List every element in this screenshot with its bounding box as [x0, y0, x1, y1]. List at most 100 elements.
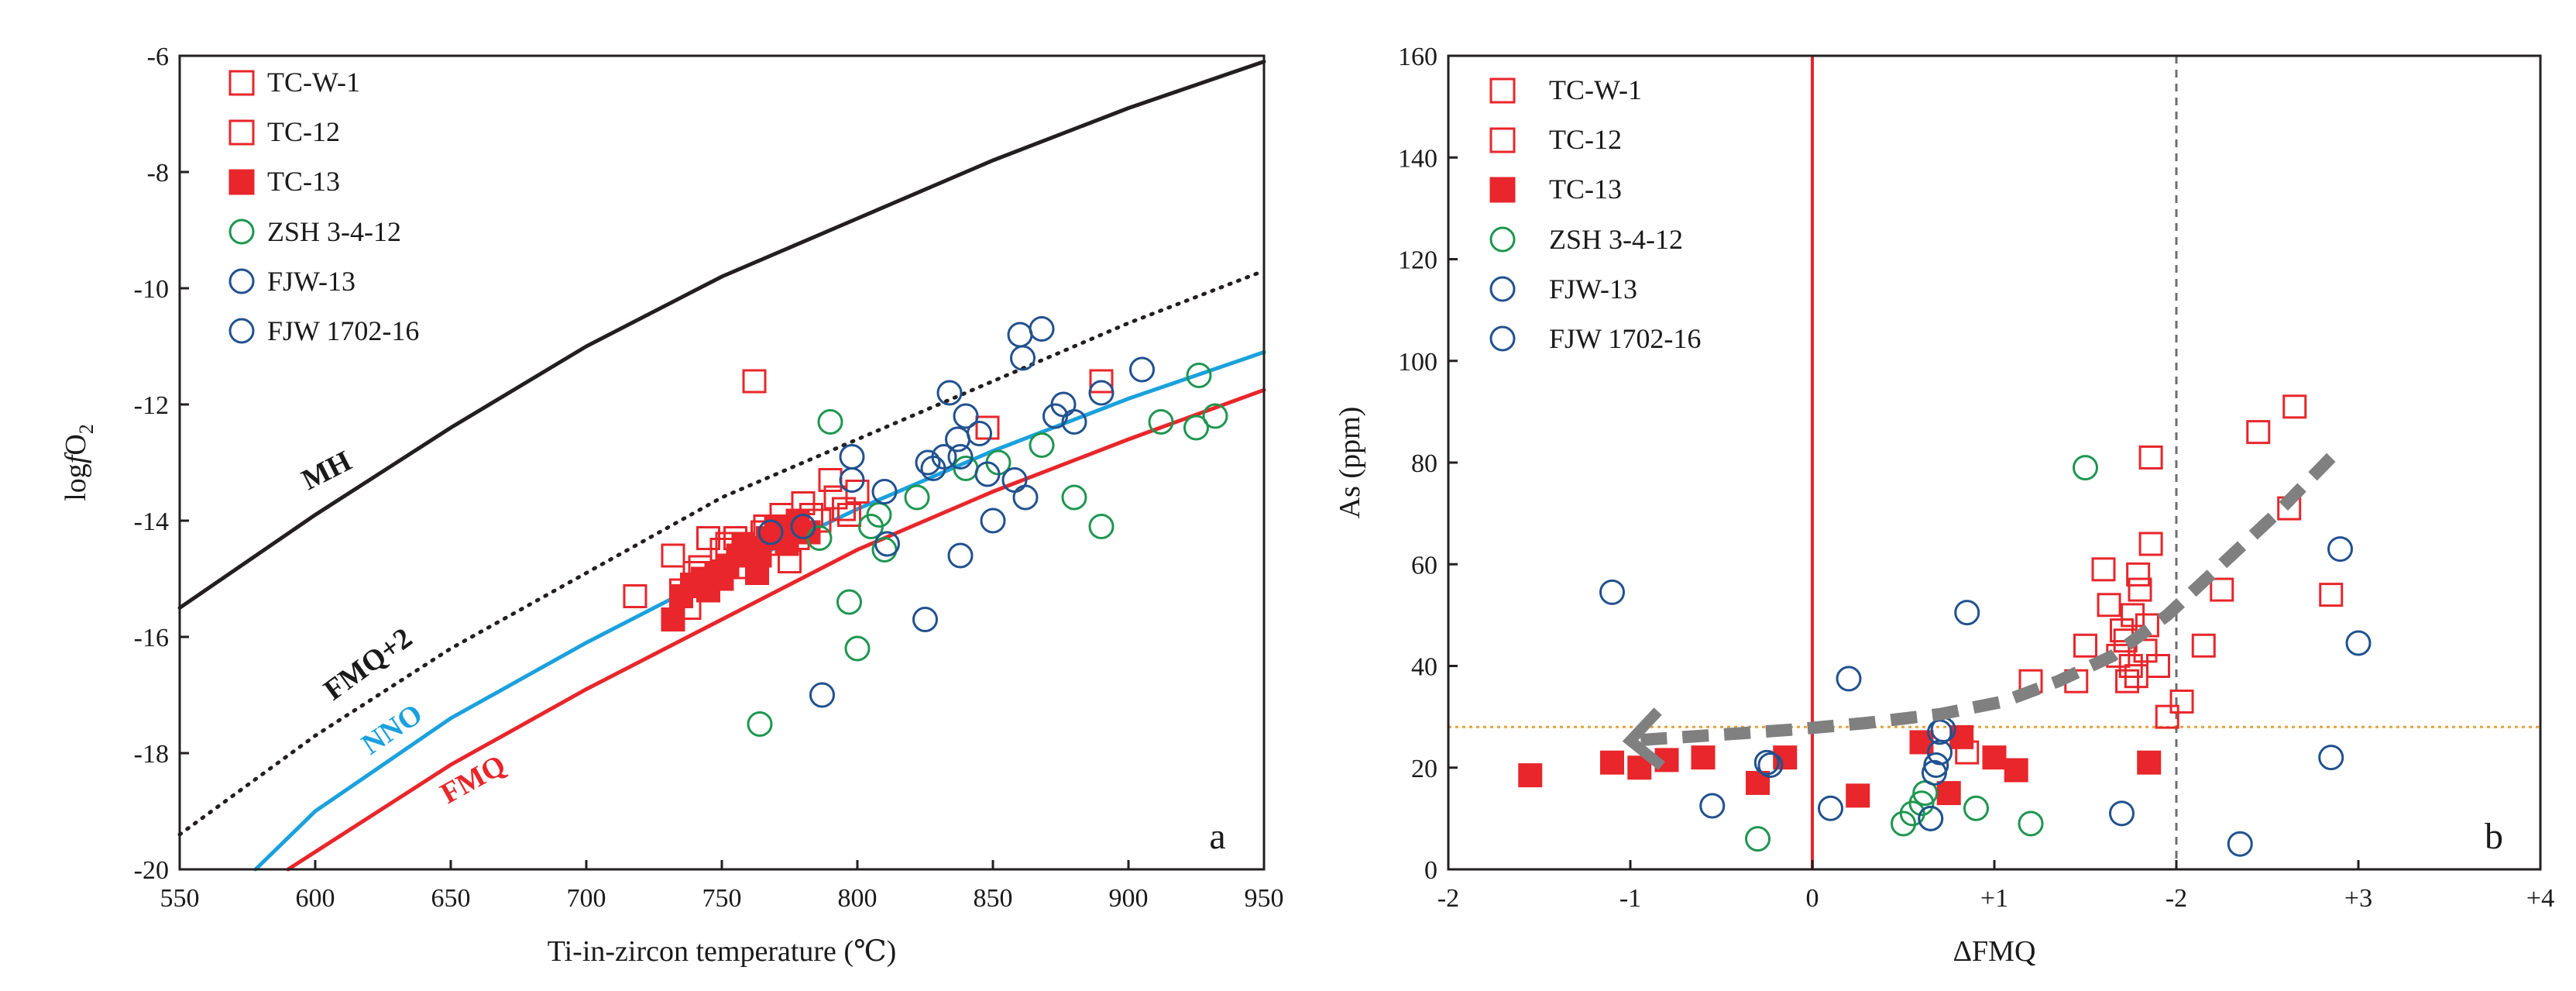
- legend-b-label-fjw1702: FJW 1702-16: [1549, 323, 1701, 354]
- legend-b-marker-fjw13: [1489, 276, 1516, 302]
- panel-a-point-fjw-1702-16: [974, 461, 1001, 487]
- panel-b-point-tc-13: [2137, 750, 2162, 775]
- panel-b-point-tc-13: [1936, 781, 1961, 806]
- panel-b-ticks: -2 -1 0 +1 -2 +3 +4 0 20 40 60 80 100 120 140 160: [1398, 43, 2554, 913]
- panel-a-point-fjw-1702-16: [947, 542, 974, 569]
- panel-a-point-zsh-3-4-12: [747, 711, 773, 737]
- panel-a-y-tick-label: -6: [147, 43, 169, 71]
- legend-b-marker-tc12: [1489, 127, 1516, 153]
- panel-a-data-points: [623, 316, 1228, 737]
- curve-fmq: [286, 387, 1266, 872]
- panel-a-point-zsh-3-4-12: [817, 409, 843, 435]
- panel-a-point-zsh-3-4-12: [1061, 484, 1087, 511]
- panel-a-point-tc-w-1: [742, 369, 767, 394]
- panel-a-point-zsh-3-4-12: [904, 484, 930, 511]
- panel-b-y-tick-label: 80: [1411, 449, 1437, 478]
- panel-a-point-fjw-13: [757, 519, 784, 545]
- legend-a-marker-fjw1702: [228, 318, 255, 344]
- panel-a-point-fjw-1702-16: [915, 449, 941, 476]
- panel-a-point-fjw-1702-16: [1010, 345, 1036, 371]
- panel-a-y-tick-label: -14: [134, 508, 169, 536]
- panel-a-point-zsh-3-4-12: [1029, 432, 1055, 458]
- panel-b-point-tc-w-1: [2138, 445, 2163, 470]
- panel-b-point-tc-w-1: [2282, 394, 2307, 419]
- panel-a-y-tick-label: -12: [134, 391, 169, 420]
- panel-a-x-tick-label: 800: [838, 884, 878, 913]
- panel-a-point-tc-w-1: [1089, 369, 1114, 394]
- panel-a-y-tick-label: -18: [134, 740, 169, 769]
- panel-a-y-axis-label: logfO2: [60, 424, 98, 501]
- panel-a-point-fjw-1702-16: [920, 456, 946, 481]
- panel-b-point-tc-w-1: [2097, 593, 2121, 618]
- trend-arrow-head-icon: [1622, 707, 1665, 771]
- panel-a-point-fjw-1702-16: [980, 508, 1006, 534]
- panel-b-point-tc-12: [2115, 669, 2140, 693]
- panel-a-x-tick-label: 550: [160, 884, 200, 913]
- panel-b-point-tc-w-1: [2138, 532, 2163, 556]
- panel-a-point-tc-13: [747, 543, 772, 568]
- panel-b-point-fjw-13: [2327, 536, 2353, 563]
- legend-b-label-fjw13: FJW-13: [1549, 274, 1637, 305]
- panel-a-point-zsh-3-4-12: [858, 514, 884, 539]
- panel-b-label: b: [2485, 816, 2503, 857]
- panel-b-x-tick-label: +4: [2526, 884, 2554, 913]
- panel-b-x-axis-label: ΔFMQ: [1953, 935, 2036, 968]
- panel-a-point-fjw-13: [1088, 380, 1115, 406]
- panel-b-legend: TC-W-1 TC-12 TC-13 ZSH 3-4-12 FJW-13 FJW…: [1489, 74, 1701, 354]
- panel-a-point-tc-w-1: [623, 584, 647, 608]
- panel-a-point-fjw-13: [936, 380, 963, 406]
- panel-a-point-fjw-1702-16: [839, 467, 865, 493]
- legend-a-label-fjw1702: FJW 1702-16: [267, 315, 419, 346]
- panel-a-x-tick-label: 700: [567, 884, 606, 913]
- panel-b-y-tick-label: 140: [1398, 144, 1437, 173]
- panel-b-point-fjw-13: [1918, 805, 1944, 831]
- panel-a-y-tick-label: -8: [147, 159, 169, 188]
- panel-a-point-tc-12: [837, 503, 861, 527]
- panel-b-point-fjw-13: [1954, 600, 1980, 626]
- panel-b-point-zsh-3-4-12: [1745, 826, 1771, 852]
- panel-b-point-tc-w-1: [2169, 689, 2194, 714]
- panel-a-point-fjw-1702-16: [871, 479, 898, 504]
- panel-b-point-tc-13: [1982, 745, 2007, 770]
- panel-b-point-tc-12: [2126, 562, 2151, 587]
- legend-a-label-tc13: TC-13: [267, 166, 340, 197]
- legend-a-marker-tc12: [228, 119, 255, 146]
- panel-b-x-tick-label: 0: [1806, 884, 1819, 913]
- legend-a-label-fjw13: FJW-13: [267, 266, 355, 297]
- panel-b-trend-arrow: [1622, 452, 2336, 771]
- panel-b-point-tc-13: [1846, 783, 1870, 808]
- panel-a-x-tick-label: 900: [1109, 884, 1149, 913]
- panel-b-point-fjw-13: [2227, 831, 2253, 857]
- panel-b-x-tick-label: -1: [1619, 884, 1641, 913]
- panel-a-x-tick-label: 750: [702, 884, 742, 913]
- legend-b-marker-tcw1: [1489, 77, 1516, 104]
- panel-b-x-tick-label: -2: [1437, 884, 1459, 913]
- panel-a-point-fjw-1702-16: [947, 444, 974, 470]
- panel-b-point-fjw-13: [1836, 666, 1862, 692]
- panel-a-point-zsh-3-4-12: [844, 635, 871, 662]
- panel-b-y-tick-label: 120: [1398, 246, 1437, 275]
- legend-b-label-zsh: ZSH 3-4-12: [1549, 224, 1683, 255]
- legend-b-marker-tc13: [1489, 177, 1516, 203]
- legend-a-label-tcw1: TC-W-1: [267, 67, 360, 98]
- panel-a-point-fjw-13: [874, 531, 900, 557]
- panel-a-point-fjw-1702-16: [790, 514, 816, 539]
- panel-b-point-tc-13: [1691, 745, 1716, 770]
- curve-mh: [177, 60, 1266, 610]
- panel-b-point-zsh-3-4-12: [2073, 455, 2098, 481]
- panel-b-point-tc-w-1: [2246, 420, 2271, 445]
- panel-a-point-fjw-13: [1012, 484, 1039, 511]
- panel-b-data-points: [1518, 394, 2372, 857]
- panel-a-x-tick-label: 950: [1245, 884, 1284, 913]
- panel-a-legend: TC-W-1 TC-12 TC-13 ZSH 3-4-12 FJW-13 FJW…: [228, 67, 419, 346]
- panel-a-point-tc-13: [709, 566, 734, 591]
- panel-b-point-tc-w-1: [2146, 654, 2170, 678]
- panel-b-point-tc-13: [1518, 763, 1543, 788]
- panel-b-point-fjw-13: [2109, 800, 2135, 827]
- panel-b-point-tc-w-1: [2191, 633, 2216, 658]
- panel-a-point-tc-13: [775, 532, 799, 556]
- panel-b-point-fjw-1702-16: [1757, 752, 1784, 778]
- panel-b-point-tc-w-1: [2210, 577, 2234, 602]
